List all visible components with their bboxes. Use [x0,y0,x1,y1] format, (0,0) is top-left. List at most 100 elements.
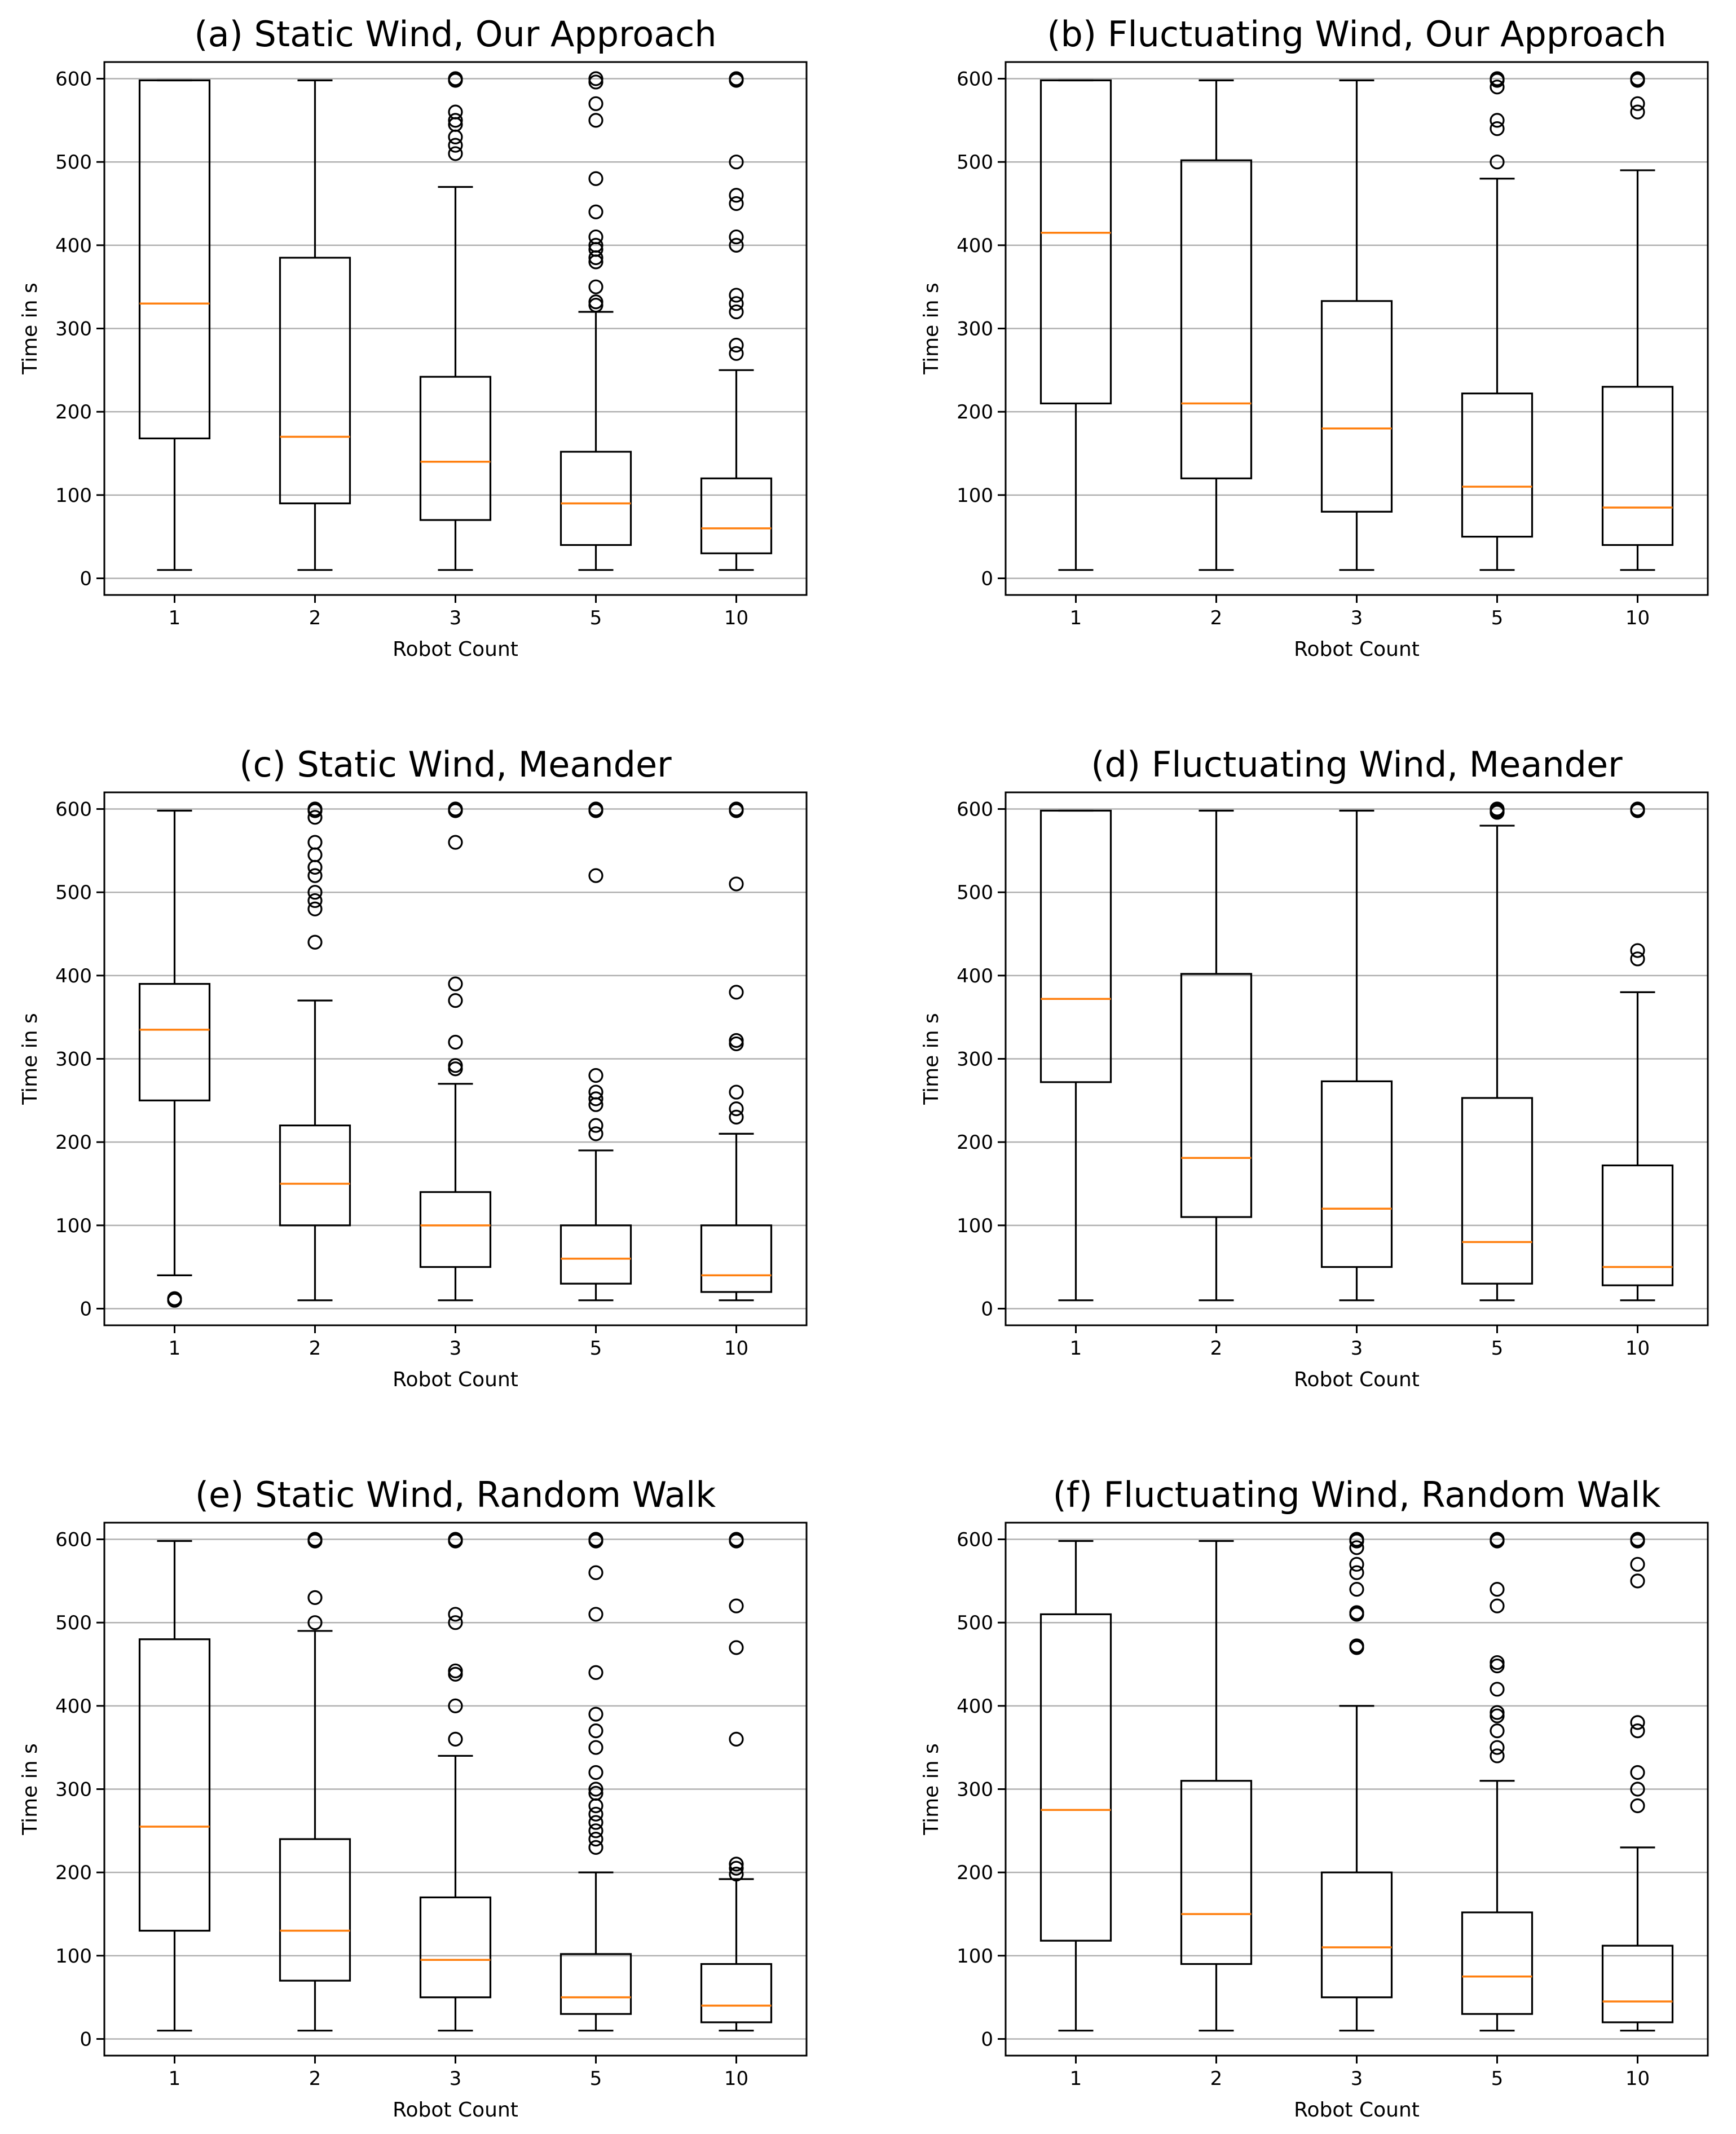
outlier-point [729,1101,744,1117]
y-tick-label: 500 [957,1612,993,1634]
y-tick-label: 0 [80,1298,92,1320]
y-axis-label: Time in s [920,283,943,375]
outlier-point [729,71,744,86]
outlier-point [729,229,744,245]
outlier-point [1630,1723,1645,1739]
y-tick-label: 100 [957,1945,993,1968]
x-tick-label: 10 [1625,1337,1650,1360]
outlier-point [729,1867,744,1882]
outlier-point [448,1731,463,1747]
box-3 [1320,1532,1393,2032]
y-tick-label: 600 [55,799,92,821]
box-5 [559,1532,632,2032]
outlier-point [448,976,463,991]
outlier-point [1349,1565,1364,1580]
y-tick-label: 300 [957,318,993,341]
outlier-point [588,229,603,245]
outlier-point [167,1291,182,1306]
outlier-point [588,294,603,310]
plot-frame [103,61,808,596]
outlier-point [1349,1605,1364,1620]
outlier-point [588,1084,603,1100]
x-tick-label: 5 [1491,607,1504,629]
box-1 [138,79,211,571]
outlier-point [588,868,603,883]
y-tick-label: 200 [55,1862,92,1884]
outlier-point [729,337,744,353]
outlier-point [1630,801,1645,817]
y-tick-label: 200 [55,401,92,424]
iqr-box [279,1838,351,1982]
outlier-point [1630,1798,1645,1814]
chart-title: (c) Static Wind, Meander [239,744,672,785]
outlier-point [588,1765,603,1780]
iqr-box [1180,973,1253,1218]
outlier-point [588,1532,603,1547]
y-tick-label: 300 [957,1048,993,1071]
iqr-box [279,257,351,505]
box-10 [1601,71,1674,571]
outlier-point [1630,1532,1645,1547]
iqr-box [138,983,211,1101]
outlier-point [588,1815,603,1830]
x-tick-label: 1 [169,1337,181,1360]
x-tick-label: 5 [1491,1337,1504,1360]
box-2 [279,79,351,571]
outlier-point [588,204,603,219]
outlier-point [1349,1582,1364,1597]
outlier-point [1630,71,1645,86]
outlier-point [448,1607,463,1622]
y-tick-label: 0 [80,2028,92,2051]
box-5 [1461,801,1534,1302]
y-tick-label: 600 [55,68,92,91]
box-5 [559,71,632,571]
outlier-point [307,847,323,862]
chart-title: (f) Fluctuating Wind, Random Walk [1053,1474,1661,1515]
x-axis-label: Robot Count [393,1368,518,1391]
iqr-box [1461,1097,1534,1285]
outlier-point [588,1823,603,1838]
x-axis-label: Robot Count [1294,1368,1420,1391]
outlier-point [448,993,463,1008]
y-tick-label: 500 [957,151,993,174]
box-3 [1320,809,1393,1302]
y-tick-label: 300 [957,1779,993,1801]
iqr-box [1320,300,1393,513]
outlier-point [588,1118,603,1133]
box-2 [1180,79,1253,571]
outlier-point [448,104,463,120]
outlier-point [448,1663,463,1678]
x-tick-label: 2 [309,607,321,629]
y-tick-label: 100 [55,1945,92,1968]
box-2 [1180,809,1253,1302]
outlier-point [1630,1782,1645,1797]
outlier-point [1490,80,1505,95]
x-tick-label: 5 [1491,2067,1504,2090]
plot-frame [1004,791,1709,1326]
outlier-point [448,801,463,817]
outlier-point [729,1598,744,1613]
chart-panel-5: (e) Static Wind, Random Walk 0 100 200 300 40… [19,1474,808,2122]
iqr-box [559,1224,632,1285]
y-axis-label: Time in s [19,1013,42,1105]
x-tick-label: 2 [1210,2067,1223,2090]
x-tick-label: 1 [169,2067,181,2090]
outlier-point [588,1806,603,1822]
outlier-point [448,1058,463,1073]
outlier-point [588,1126,603,1141]
x-tick-label: 2 [1210,607,1223,629]
outlier-point [1490,121,1505,136]
outlier-point [1349,1638,1364,1654]
y-tick-label: 500 [55,881,92,904]
chart-panel-2: (b) Fluctuating Wind, Our Approach 0 100 20… [920,14,1709,661]
iqr-box [1039,1613,1112,1942]
iqr-box [419,376,492,521]
iqr-box [559,451,632,546]
x-tick-label: 1 [169,607,181,629]
outlier-point [448,1034,463,1050]
outlier-point [1630,104,1645,120]
outlier-point [729,196,744,211]
outlier-point [588,1068,603,1083]
outlier-point [307,810,323,825]
